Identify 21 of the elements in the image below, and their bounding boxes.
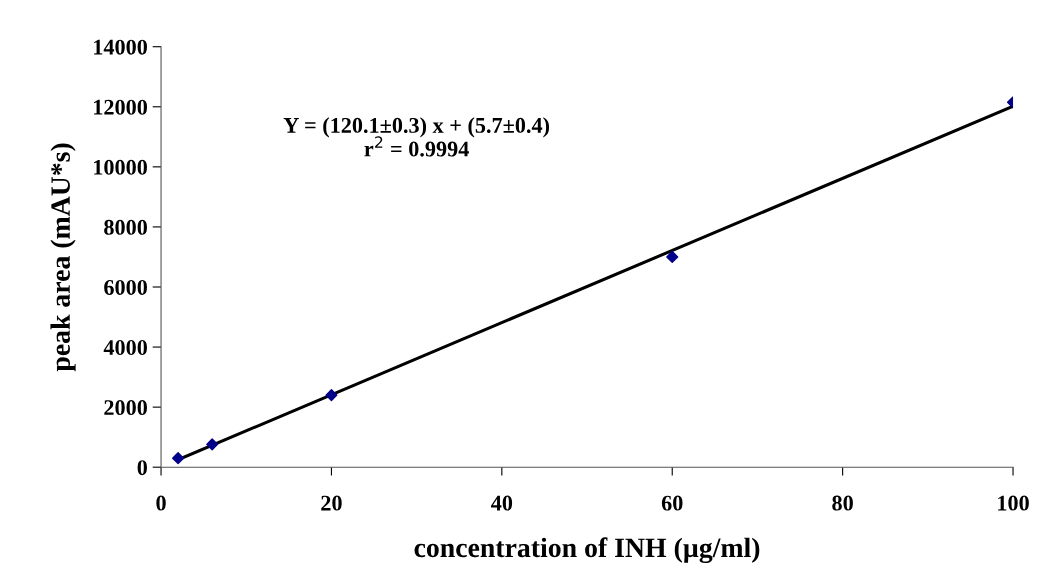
x-tick-label: 0	[156, 495, 166, 511]
point	[666, 250, 679, 264]
y-tick-label: 10000	[94, 159, 147, 175]
x-tick-label: 80	[832, 495, 853, 511]
point	[172, 452, 185, 465]
y-tick-label: 0	[137, 460, 147, 476]
y-tick-label: 4000	[103, 340, 147, 355]
x-tick-label: 100	[998, 495, 1029, 511]
y-tick-label: 6000	[104, 279, 147, 295]
x-tick-label: 40	[491, 495, 513, 511]
y-tick-label: 14000	[94, 39, 147, 55]
annotation: Y = (120.1±0.3) x + (5.7±0.4) r$^{2}$ = 0.9994	[283, 117, 550, 157]
y-tick-label: 2000	[104, 400, 147, 416]
point	[206, 438, 219, 451]
x-tick-label: 60	[661, 495, 683, 511]
x-tick-label: 20	[321, 495, 342, 511]
x-axis-title: concentration of INH (µg/ml)	[414, 537, 760, 564]
y-tick-label: 8000	[104, 219, 147, 235]
y-tick-label: 12000	[94, 99, 147, 115]
point	[325, 389, 338, 402]
y-axis-title: peak area (mAU*s)	[50, 143, 76, 372]
